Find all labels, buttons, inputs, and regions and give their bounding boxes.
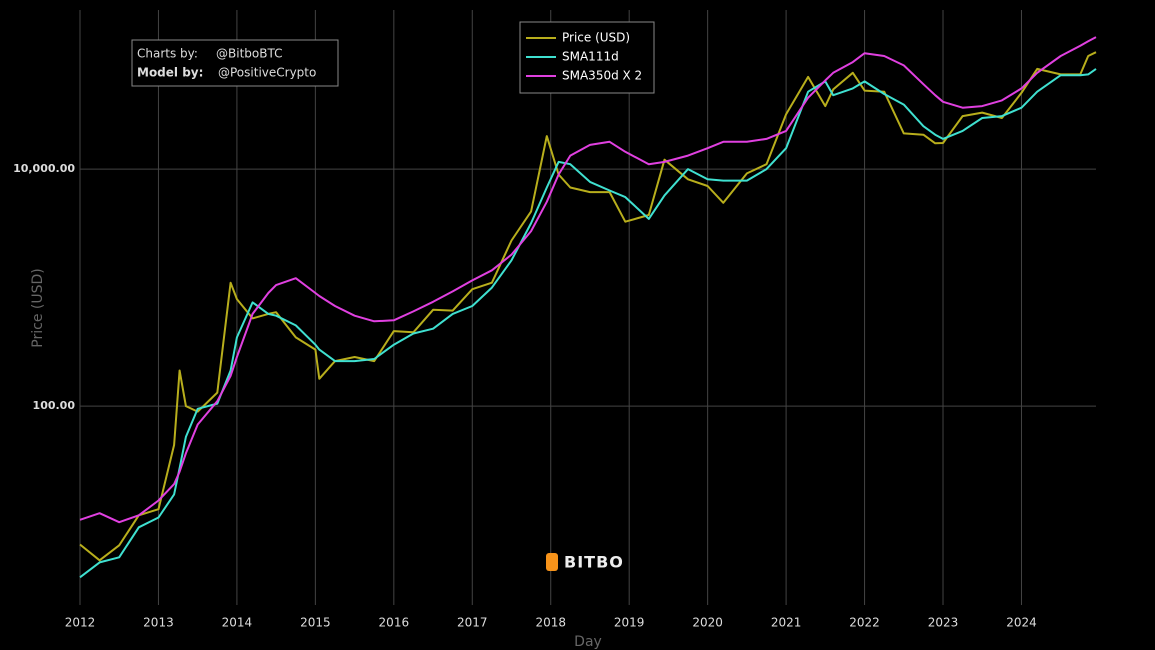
x-tick-label: 2020 bbox=[692, 616, 723, 630]
credit-value: @BitboBTC bbox=[216, 47, 282, 61]
legend-label: SMA350d X 2 bbox=[562, 69, 642, 83]
x-tick-label: 2018 bbox=[535, 616, 566, 630]
credit-label: Charts by: bbox=[137, 47, 198, 61]
watermark-text: BITBO bbox=[564, 553, 624, 572]
x-tick-label: 2013 bbox=[143, 616, 174, 630]
x-axis-title: Day bbox=[574, 634, 602, 650]
x-tick-label: 2023 bbox=[928, 616, 959, 630]
watermark: BITBO bbox=[546, 553, 624, 572]
x-tick-label: 2024 bbox=[1006, 616, 1037, 630]
credit-value: @PositiveCrypto bbox=[218, 66, 316, 80]
y-tick-label: 100.00 bbox=[33, 399, 76, 412]
legend-label: Price (USD) bbox=[562, 31, 630, 45]
series-line bbox=[79, 36, 1097, 524]
legend: Price (USD) SMA111d SMA350d X 2 bbox=[519, 21, 655, 94]
x-tick-label: 2017 bbox=[457, 616, 488, 630]
grid bbox=[79, 10, 1096, 605]
series-line bbox=[79, 51, 1097, 562]
y-tick-label: 10,000.00 bbox=[13, 162, 75, 175]
credits-box bbox=[131, 39, 339, 87]
lines bbox=[79, 36, 1097, 579]
watermark-icon bbox=[546, 553, 558, 571]
x-tick-label: 2014 bbox=[222, 616, 253, 630]
credit-label: Model by: bbox=[137, 66, 203, 80]
series-line bbox=[79, 68, 1097, 579]
x-tick-label: 2019 bbox=[614, 616, 645, 630]
legend-label: SMA111d bbox=[562, 50, 619, 64]
x-tick-label: 2016 bbox=[379, 616, 410, 630]
x-tick-label: 2022 bbox=[849, 616, 880, 630]
y-axis-title: Price (USD) bbox=[30, 268, 46, 347]
credits: Charts by: @BitboBTC Model by: @Positive… bbox=[131, 39, 339, 87]
x-tick-label: 2021 bbox=[771, 616, 802, 630]
x-tick-label: 2012 bbox=[65, 616, 96, 630]
x-tick-label: 2015 bbox=[300, 616, 331, 630]
